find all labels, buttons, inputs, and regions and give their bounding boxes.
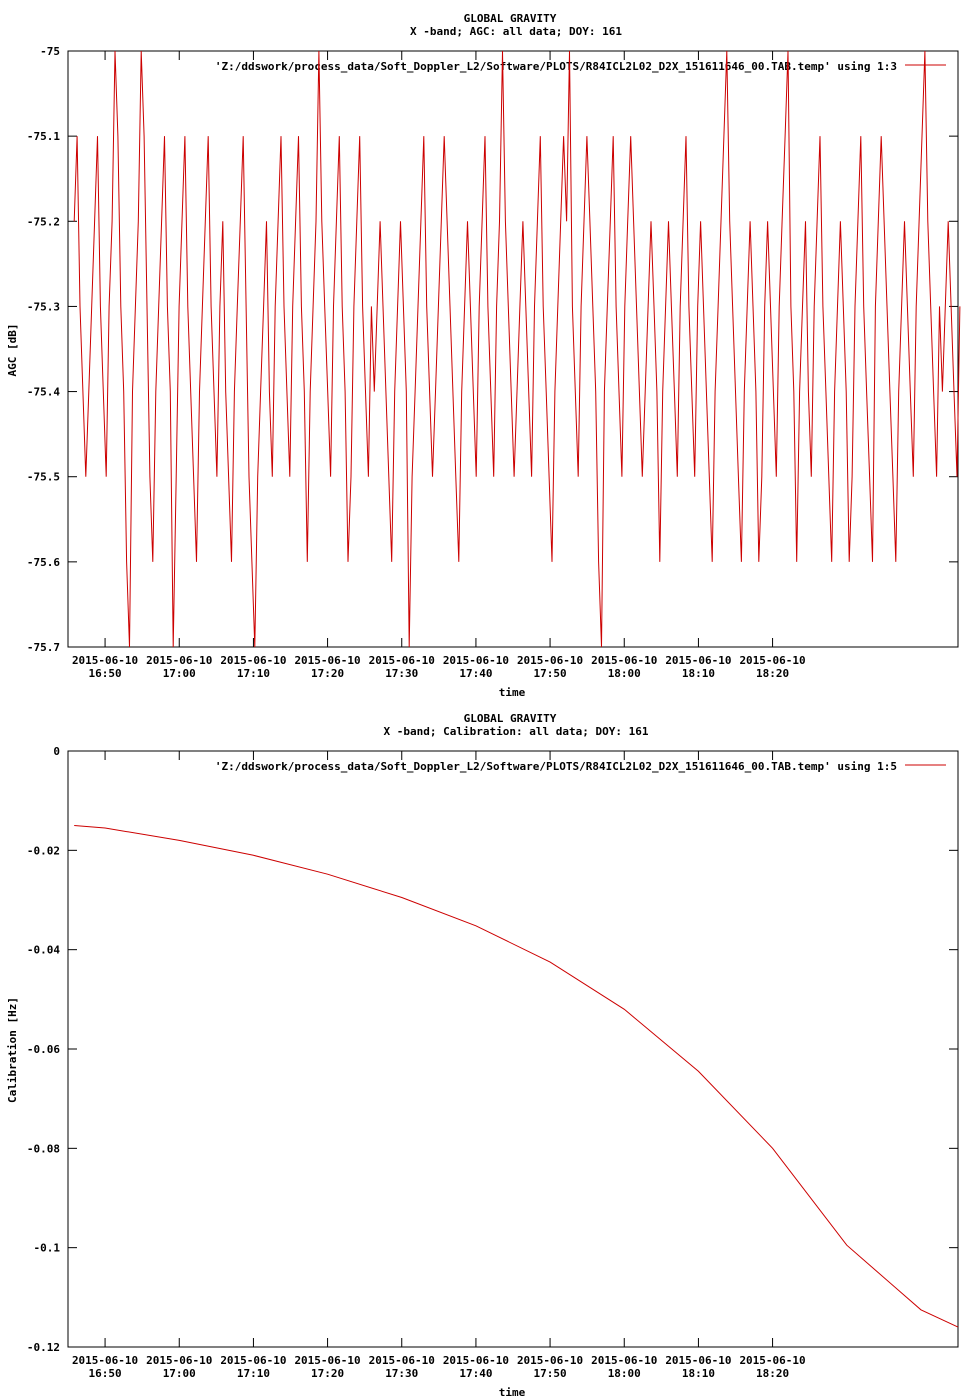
- agc-xtick-time-label: 16:50: [89, 667, 122, 680]
- agc-xtick-date-label: 2015-06-10: [517, 654, 583, 667]
- agc-chart-xlabel: time: [499, 686, 526, 699]
- calibration-chart-title: GLOBAL GRAVITY: [464, 712, 557, 725]
- calibration-chart: GLOBAL GRAVITY X -band; Calibration: all…: [6, 712, 959, 1399]
- agc-ytick-label: -75: [40, 45, 60, 58]
- agc-xtick-date-label: 2015-06-10: [591, 654, 657, 667]
- calibration-xtick-date-label: 2015-06-10: [369, 1354, 435, 1367]
- calibration-xtick-time-label: 17:30: [385, 1367, 418, 1380]
- agc-xtick-date-label: 2015-06-10: [443, 654, 509, 667]
- calibration-xtick-time-label: 16:50: [89, 1367, 122, 1380]
- agc-ytick-label: -75.2: [27, 215, 60, 228]
- agc-xtick-date-label: 2015-06-10: [146, 654, 212, 667]
- calibration-xtick-date-label: 2015-06-10: [72, 1354, 138, 1367]
- agc-chart-legend-label: 'Z:/ddswork/process_data/Soft_Doppler_L2…: [215, 60, 897, 73]
- calibration-xtick-time-label: 18:10: [682, 1367, 715, 1380]
- agc-chart-ylabel: AGC [dB]: [6, 324, 19, 377]
- calibration-xtick-time-label: 17:00: [163, 1367, 196, 1380]
- calibration-xtick-date-label: 2015-06-10: [665, 1354, 731, 1367]
- calibration-ytick-label: -0.12: [27, 1341, 60, 1354]
- agc-xtick-time-label: 17:40: [459, 667, 492, 680]
- calibration-ytick-label: -0.08: [27, 1142, 60, 1155]
- agc-xtick-date-label: 2015-06-10: [294, 654, 360, 667]
- calibration-xtick-time-label: 17:40: [459, 1367, 492, 1380]
- agc-xtick-date-label: 2015-06-10: [665, 654, 731, 667]
- calibration-plot-frame: [67, 750, 959, 1348]
- agc-plot-frame: [67, 50, 959, 648]
- calibration-xtick-date-label: 2015-06-10: [739, 1354, 805, 1367]
- calibration-chart-subtitle: X -band; Calibration: all data; DOY: 161: [384, 725, 649, 738]
- agc-ytick-label: -75.3: [27, 300, 60, 313]
- agc-ytick-label: -75.6: [27, 556, 60, 569]
- calibration-xtick-date-label: 2015-06-10: [443, 1354, 509, 1367]
- agc-xtick-time-label: 18:10: [682, 667, 715, 680]
- calibration-ytick-label: -0.06: [27, 1043, 60, 1056]
- calibration-xtick-time-label: 17:10: [237, 1367, 270, 1380]
- calibration-xtick-time-label: 18:20: [756, 1367, 789, 1380]
- agc-xtick-time-label: 17:50: [534, 667, 567, 680]
- calibration-xtick-date-label: 2015-06-10: [294, 1354, 360, 1367]
- agc-xtick-time-label: 18:20: [756, 667, 789, 680]
- calibration-ytick-label: -0.04: [27, 944, 60, 957]
- calibration-ytick-label: -0.1: [34, 1242, 61, 1255]
- calibration-xtick-date-label: 2015-06-10: [517, 1354, 583, 1367]
- agc-chart: GLOBAL GRAVITY X -band; AGC: all data; D…: [6, 12, 961, 699]
- calibration-xtick-date-label: 2015-06-10: [146, 1354, 212, 1367]
- calibration-ytick-label: 0: [53, 745, 60, 758]
- agc-chart-title: GLOBAL GRAVITY: [464, 12, 557, 25]
- calibration-ytick-label: -0.02: [27, 844, 60, 857]
- agc-xtick-date-label: 2015-06-10: [220, 654, 286, 667]
- agc-xtick-time-label: 18:00: [608, 667, 641, 680]
- agc-chart-subtitle: X -band; AGC: all data; DOY: 161: [410, 25, 622, 38]
- agc-xtick-time-label: 17:30: [385, 667, 418, 680]
- calibration-chart-ylabel: Calibration [Hz]: [6, 997, 19, 1103]
- agc-xtick-time-label: 17:00: [163, 667, 196, 680]
- calibration-xtick-date-label: 2015-06-10: [220, 1354, 286, 1367]
- agc-ytick-label: -75.7: [27, 641, 60, 654]
- agc-xtick-date-label: 2015-06-10: [72, 654, 138, 667]
- calibration-xtick-date-label: 2015-06-10: [591, 1354, 657, 1367]
- calibration-xtick-time-label: 18:00: [608, 1367, 641, 1380]
- agc-ytick-label: -75.1: [27, 130, 60, 143]
- agc-xtick-date-label: 2015-06-10: [739, 654, 805, 667]
- calibration-chart-legend-label: 'Z:/ddswork/process_data/Soft_Doppler_L2…: [215, 760, 897, 773]
- agc-series-line: [73, 50, 961, 648]
- agc-ytick-label: -75.4: [27, 386, 60, 399]
- calibration-chart-xlabel: time: [499, 1386, 526, 1399]
- calibration-xtick-time-label: 17:50: [534, 1367, 567, 1380]
- agc-xtick-time-label: 17:10: [237, 667, 270, 680]
- calibration-series-line: [74, 825, 959, 1328]
- agc-ytick-label: -75.5: [27, 471, 60, 484]
- agc-xtick-date-label: 2015-06-10: [369, 654, 435, 667]
- calibration-xtick-time-label: 17:20: [311, 1367, 344, 1380]
- agc-xtick-time-label: 17:20: [311, 667, 344, 680]
